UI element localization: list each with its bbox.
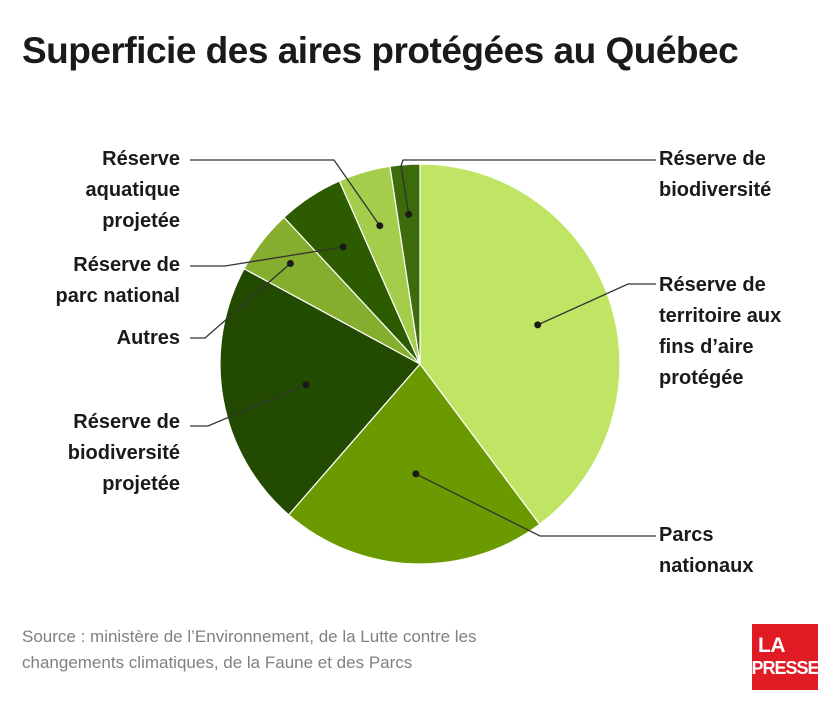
la-presse-logo: LA PRESSE — [751, 624, 820, 690]
leader-line-7 — [400, 159, 656, 215]
leader-line-1 — [537, 283, 656, 326]
leader-dot-5 — [339, 243, 347, 251]
slice-label-4: Autres — [117, 327, 180, 349]
chart-title: Superficie des aires protégées au Québec — [22, 30, 739, 71]
logo-line-2: PRESSE — [751, 658, 819, 678]
leader-dot-7 — [405, 210, 413, 218]
pie-slices — [219, 163, 621, 565]
slice-label-1: Réserve de territoire aux fins d’aire proté… — [659, 274, 781, 389]
pie-labels: Réserve de territoire aux fins d’aire proté… — [56, 148, 782, 577]
pie-slice-7 — [389, 163, 421, 365]
source-note: Source : ministère de l’Environnement, d… — [22, 627, 477, 672]
leader-line-3 — [190, 384, 307, 427]
pie-slice-3 — [219, 267, 421, 516]
pie-slice-1 — [419, 163, 621, 526]
leader-dot-2 — [412, 470, 420, 478]
slice-label-2: Parcs nationaux — [659, 524, 753, 577]
pie-slice-2 — [287, 363, 541, 565]
leader-line-2 — [415, 473, 656, 537]
slice-label-7: Réserve de biodiversité — [659, 148, 771, 201]
leader-dot-6 — [376, 222, 384, 230]
leader-line-5 — [190, 246, 344, 267]
slice-label-5: Réserve de parc national — [56, 254, 180, 307]
logo-line-1: LA — [758, 634, 786, 657]
leader-dot-4 — [286, 260, 294, 267]
slice-label-6: Réserve aquatique projetée — [86, 148, 180, 232]
leader-dot-3 — [302, 381, 310, 389]
leader-line-6 — [190, 159, 381, 227]
leader-line-4 — [190, 263, 291, 339]
leader-dot-1 — [534, 321, 542, 329]
slice-label-3: Réserve de biodiversité projetée — [68, 411, 180, 495]
